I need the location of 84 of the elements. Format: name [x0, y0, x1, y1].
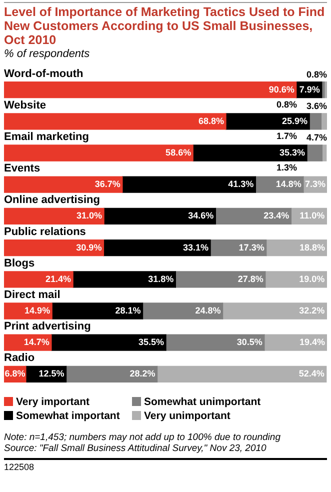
legend-label: Very important	[15, 396, 91, 408]
y-tick-label: Direct mail	[4, 289, 60, 302]
bar	[175, 271, 266, 288]
bar	[72, 271, 176, 288]
bar	[4, 302, 52, 320]
bar	[215, 208, 292, 225]
data-label: 17.3%	[238, 242, 264, 252]
chart-title: Level of Importance of Marketing Tactics Used to Find New Customers According to US Small Businesses, Oct 2010	[4, 2, 327, 47]
legend-label: Somewhat important	[15, 410, 121, 422]
text: Note: n=1,453; numbers may not add up to 100% due to rounding	[4, 432, 282, 443]
data-label: 30.5%	[236, 337, 262, 348]
bar	[66, 366, 158, 383]
data-label: 25.9%	[282, 116, 308, 126]
data-label: 28.1%	[115, 305, 141, 316]
bar	[306, 144, 322, 162]
data-label: 35.5%	[138, 337, 164, 348]
data-label: 31.0%	[76, 210, 102, 221]
legend-label: Somewhat unimportant	[143, 396, 262, 408]
data-label: 14.7%	[24, 337, 50, 348]
data-label: 68.8%	[198, 116, 224, 126]
data-label: 58.6%	[166, 147, 192, 158]
data-label: 27.8%	[238, 274, 264, 284]
data-label: 14.8%	[276, 179, 302, 190]
data-label: 14.9%	[24, 305, 50, 316]
bar	[4, 113, 226, 130]
data-label: 1.7%	[276, 130, 297, 141]
data-label: 12.5%	[38, 368, 64, 379]
legend-label: Very unimportant	[143, 410, 232, 422]
data-label: 6.8%	[4, 368, 26, 379]
data-label: 3.6%	[306, 100, 327, 111]
data-label: 52.4%	[298, 368, 324, 379]
bar	[51, 334, 166, 351]
data-label: 35.3%	[279, 147, 305, 158]
bar	[4, 176, 123, 193]
data-label: 1.3%	[276, 162, 297, 172]
data-label: 7.9%	[299, 84, 320, 94]
data-label: 90.6%	[268, 84, 294, 94]
bar	[192, 144, 308, 162]
bar	[4, 208, 104, 225]
y-tick-label: Blogs	[4, 257, 35, 270]
data-label: 18.8%	[299, 242, 325, 252]
data-label: 24.8%	[195, 305, 221, 316]
y-tick-label: Print advertising	[4, 320, 91, 333]
y-tick-label: Email marketing	[4, 131, 89, 144]
bar	[4, 239, 104, 256]
bar	[52, 302, 144, 320]
y-tick-label: Online advertising	[4, 194, 100, 206]
bar	[309, 113, 322, 130]
data-label: 19.0%	[299, 274, 325, 284]
bar	[226, 113, 310, 130]
data-label: 11.0%	[300, 210, 325, 221]
data-label: 30.9%	[76, 242, 102, 252]
bar	[103, 239, 211, 256]
data-label: 7.3%	[304, 179, 326, 190]
y-tick-label: Word-of-mouth	[4, 68, 84, 80]
y-tick-label: Website	[4, 99, 46, 112]
bar	[4, 271, 74, 288]
source-note: Source: "Fall Small Business Attitudinal Survey," Nov 23, 2010	[4, 443, 268, 454]
bar	[122, 176, 256, 193]
data-label: 4.7%	[306, 132, 327, 142]
bar	[142, 302, 224, 320]
data-label: 0.8%	[306, 69, 327, 80]
data-label: 23.4%	[264, 210, 290, 221]
data-label: 21.4%	[46, 274, 72, 284]
data-label: 41.3%	[228, 179, 254, 190]
data-label: 33.1%	[182, 242, 209, 252]
bar	[156, 366, 327, 383]
y-tick-label: Events	[4, 162, 40, 175]
data-label: 32.2%	[299, 305, 325, 316]
bar	[104, 208, 216, 225]
data-label: 31.8%	[148, 274, 174, 284]
bar	[4, 144, 194, 162]
bar	[166, 334, 265, 351]
data-label: 28.2%	[130, 368, 156, 379]
bar	[4, 81, 297, 98]
data-label: 19.4%	[299, 337, 325, 348]
bar	[222, 302, 327, 320]
y-tick-label: Radio	[4, 352, 35, 364]
data-label: 0.8%	[276, 99, 297, 110]
data-label: 36.7%	[94, 179, 120, 190]
y-tick-label: Public relations	[4, 226, 86, 238]
data-label: 34.6%	[188, 210, 214, 221]
text: 122508	[4, 458, 327, 472]
chart-subtitle: % of respondents	[4, 48, 91, 60]
